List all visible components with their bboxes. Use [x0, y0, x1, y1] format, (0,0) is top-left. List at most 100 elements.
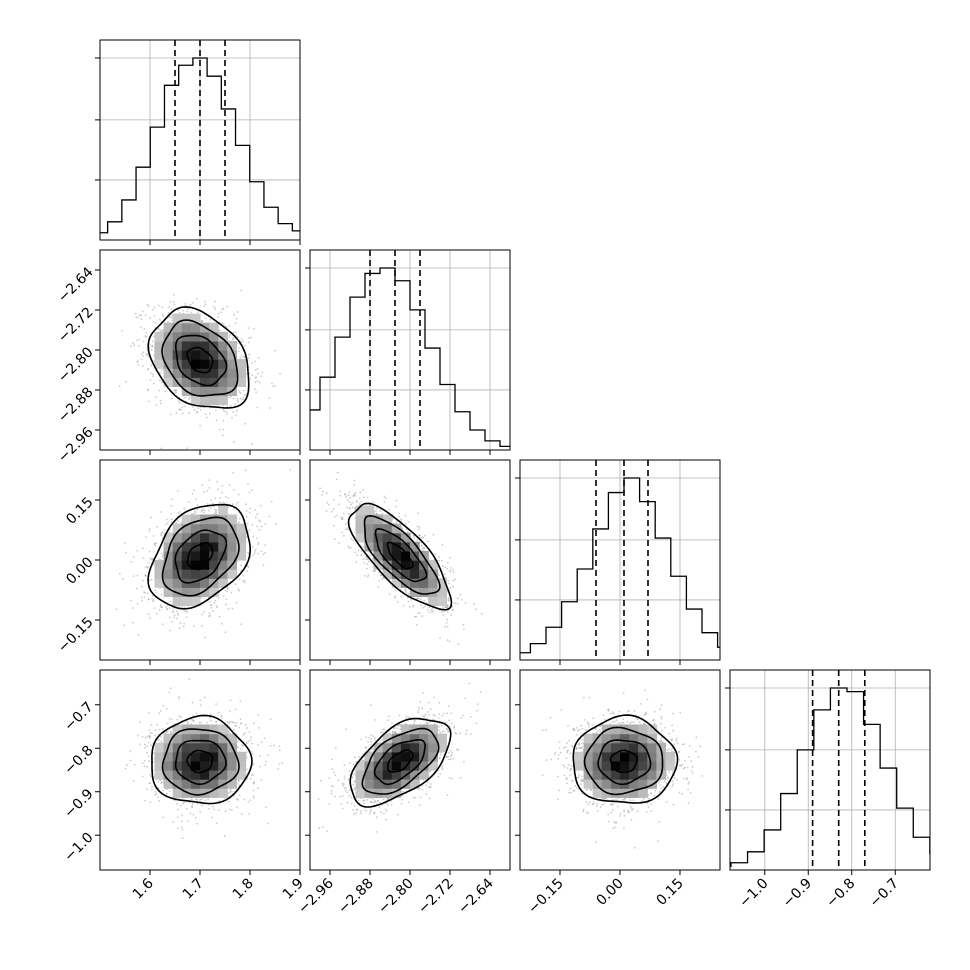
scatter-point	[233, 507, 236, 510]
scatter-point	[221, 484, 224, 487]
scatter-point	[232, 472, 235, 474]
scatter-point	[224, 589, 227, 592]
scatter-point	[418, 526, 421, 528]
density-cell	[200, 550, 210, 561]
scatter-point	[449, 571, 451, 573]
scatter-point	[201, 624, 204, 627]
scatter-point	[260, 375, 263, 377]
scatter-point	[247, 327, 250, 329]
scatter-point	[257, 541, 260, 544]
scatter-point	[251, 362, 254, 365]
density-cell	[190, 359, 201, 369]
scatter-point	[125, 551, 127, 554]
scatter-point	[383, 501, 386, 503]
scatter-point	[149, 343, 151, 346]
scatter-point	[213, 306, 216, 309]
scatter-point	[146, 389, 149, 392]
scatter-point	[225, 598, 228, 600]
density-cell	[190, 331, 201, 342]
scatter-point	[228, 325, 231, 327]
scatter-point	[423, 599, 426, 602]
contour-line	[161, 319, 239, 397]
scatter-point	[400, 520, 403, 522]
scatter-point	[360, 500, 363, 503]
scatter-point	[205, 317, 207, 320]
scatter-point	[155, 404, 158, 406]
scatter-point	[212, 505, 215, 508]
scatter-point	[146, 303, 149, 306]
panel-frame	[729, 669, 931, 871]
scatter-point	[232, 338, 234, 341]
density-cell	[227, 541, 237, 552]
scatter-point	[452, 579, 455, 582]
scatter-point	[208, 601, 211, 603]
scatter-point	[334, 516, 336, 518]
scatter-point	[215, 419, 218, 421]
density-cell	[163, 532, 174, 543]
scatter-point	[151, 598, 154, 600]
scatter-point	[240, 354, 243, 357]
scatter-panel-p0-p2	[99, 459, 301, 661]
scatter-point	[255, 376, 258, 379]
density-cell	[209, 377, 219, 387]
scatter-point	[193, 625, 196, 628]
scatter-point	[181, 412, 184, 415]
density-cell	[200, 395, 210, 406]
scatter-point	[341, 516, 344, 519]
scatter-point	[165, 523, 168, 526]
scatter-point	[222, 408, 225, 411]
scatter-point	[252, 535, 255, 538]
scatter-point	[234, 322, 237, 325]
scatter-point	[150, 348, 153, 351]
scatter-point	[219, 501, 222, 504]
scatter-point	[240, 564, 242, 567]
scatter-point	[350, 503, 352, 506]
scatter-point	[185, 610, 187, 612]
scatter-point	[201, 509, 203, 512]
scatter-point	[256, 368, 259, 370]
scatter-point	[254, 360, 257, 363]
density-cell	[190, 578, 201, 588]
scatter-point	[153, 360, 155, 363]
scatter-point	[405, 591, 408, 594]
scatter-point	[237, 501, 239, 504]
scatter-point	[148, 550, 151, 553]
scatter-point	[173, 303, 176, 306]
scatter-point	[235, 503, 238, 505]
scatter-point	[459, 593, 462, 596]
contour-line	[186, 541, 214, 571]
scatter-point	[239, 397, 242, 400]
scatter-point	[447, 580, 450, 582]
density-cell	[236, 550, 247, 561]
density-cell	[218, 514, 228, 525]
scatter-point	[142, 340, 145, 343]
scatter-point	[417, 512, 419, 515]
scatter-point	[339, 495, 341, 497]
scatter-point	[408, 592, 410, 595]
scatter-point	[449, 556, 452, 559]
scatter-point	[251, 443, 253, 446]
scatter-point	[178, 606, 181, 608]
scatter-point	[168, 530, 171, 533]
scatter-point	[159, 399, 162, 402]
scatter-point	[239, 517, 241, 520]
scatter-point	[232, 411, 235, 413]
density-cell	[172, 532, 183, 543]
density-cell	[200, 359, 210, 369]
contour-line	[186, 346, 214, 374]
scatter-point	[226, 305, 229, 308]
scatter-point	[140, 585, 143, 588]
density-cell	[200, 532, 210, 543]
scatter-point	[170, 498, 173, 501]
scatter-point	[163, 529, 166, 531]
density-cell	[218, 386, 228, 397]
scatter-point	[136, 549, 139, 552]
scatter-point	[442, 614, 444, 616]
scatter-point	[362, 558, 365, 560]
scatter-point	[177, 512, 180, 515]
scatter-point	[348, 501, 351, 503]
scatter-point	[154, 544, 157, 547]
scatter-point	[144, 314, 147, 317]
density-cell	[218, 395, 228, 406]
scatter-point	[135, 316, 138, 319]
